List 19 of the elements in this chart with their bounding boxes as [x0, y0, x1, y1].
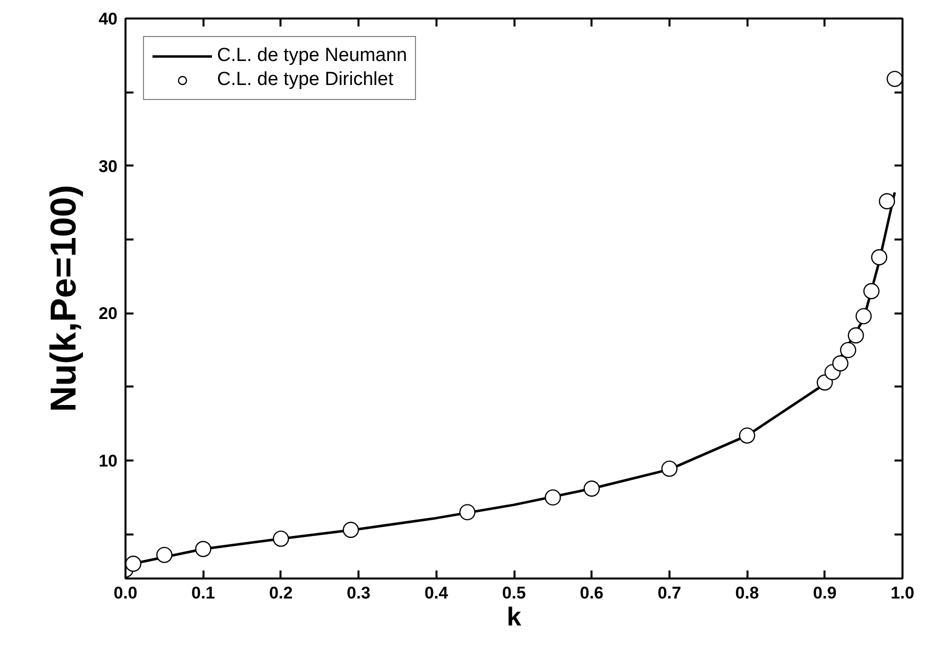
x-tick-label: 1.0: [890, 584, 914, 602]
y-tick-label: 20: [98, 304, 118, 324]
x-tick-label: 0.4: [424, 584, 449, 602]
y-tick-label: 30: [98, 156, 118, 176]
x-tick-label: 0.9: [812, 584, 837, 602]
y-tick-label: 40: [98, 10, 118, 28]
x-tick-label: 0.7: [658, 584, 682, 602]
x-tick-label: 0.3: [346, 584, 370, 602]
y-axis-title: Nu(k,Pe=100): [42, 184, 84, 412]
x-tick-label: 0.2: [269, 584, 293, 602]
x-tick-label: 0.6: [580, 584, 604, 602]
legend-label: C.L. de type Dirichlet: [217, 69, 394, 91]
x-tick-label: 0.0: [114, 584, 138, 602]
x-tick-label: 0.1: [191, 584, 216, 602]
x-tick-label: 0.8: [735, 584, 759, 602]
y-tick-label: 10: [98, 452, 118, 471]
x-axis-title: k: [506, 602, 522, 632]
legend-label: C.L. de type Neumann: [217, 45, 408, 67]
x-tick-label: 0.5: [502, 584, 526, 602]
